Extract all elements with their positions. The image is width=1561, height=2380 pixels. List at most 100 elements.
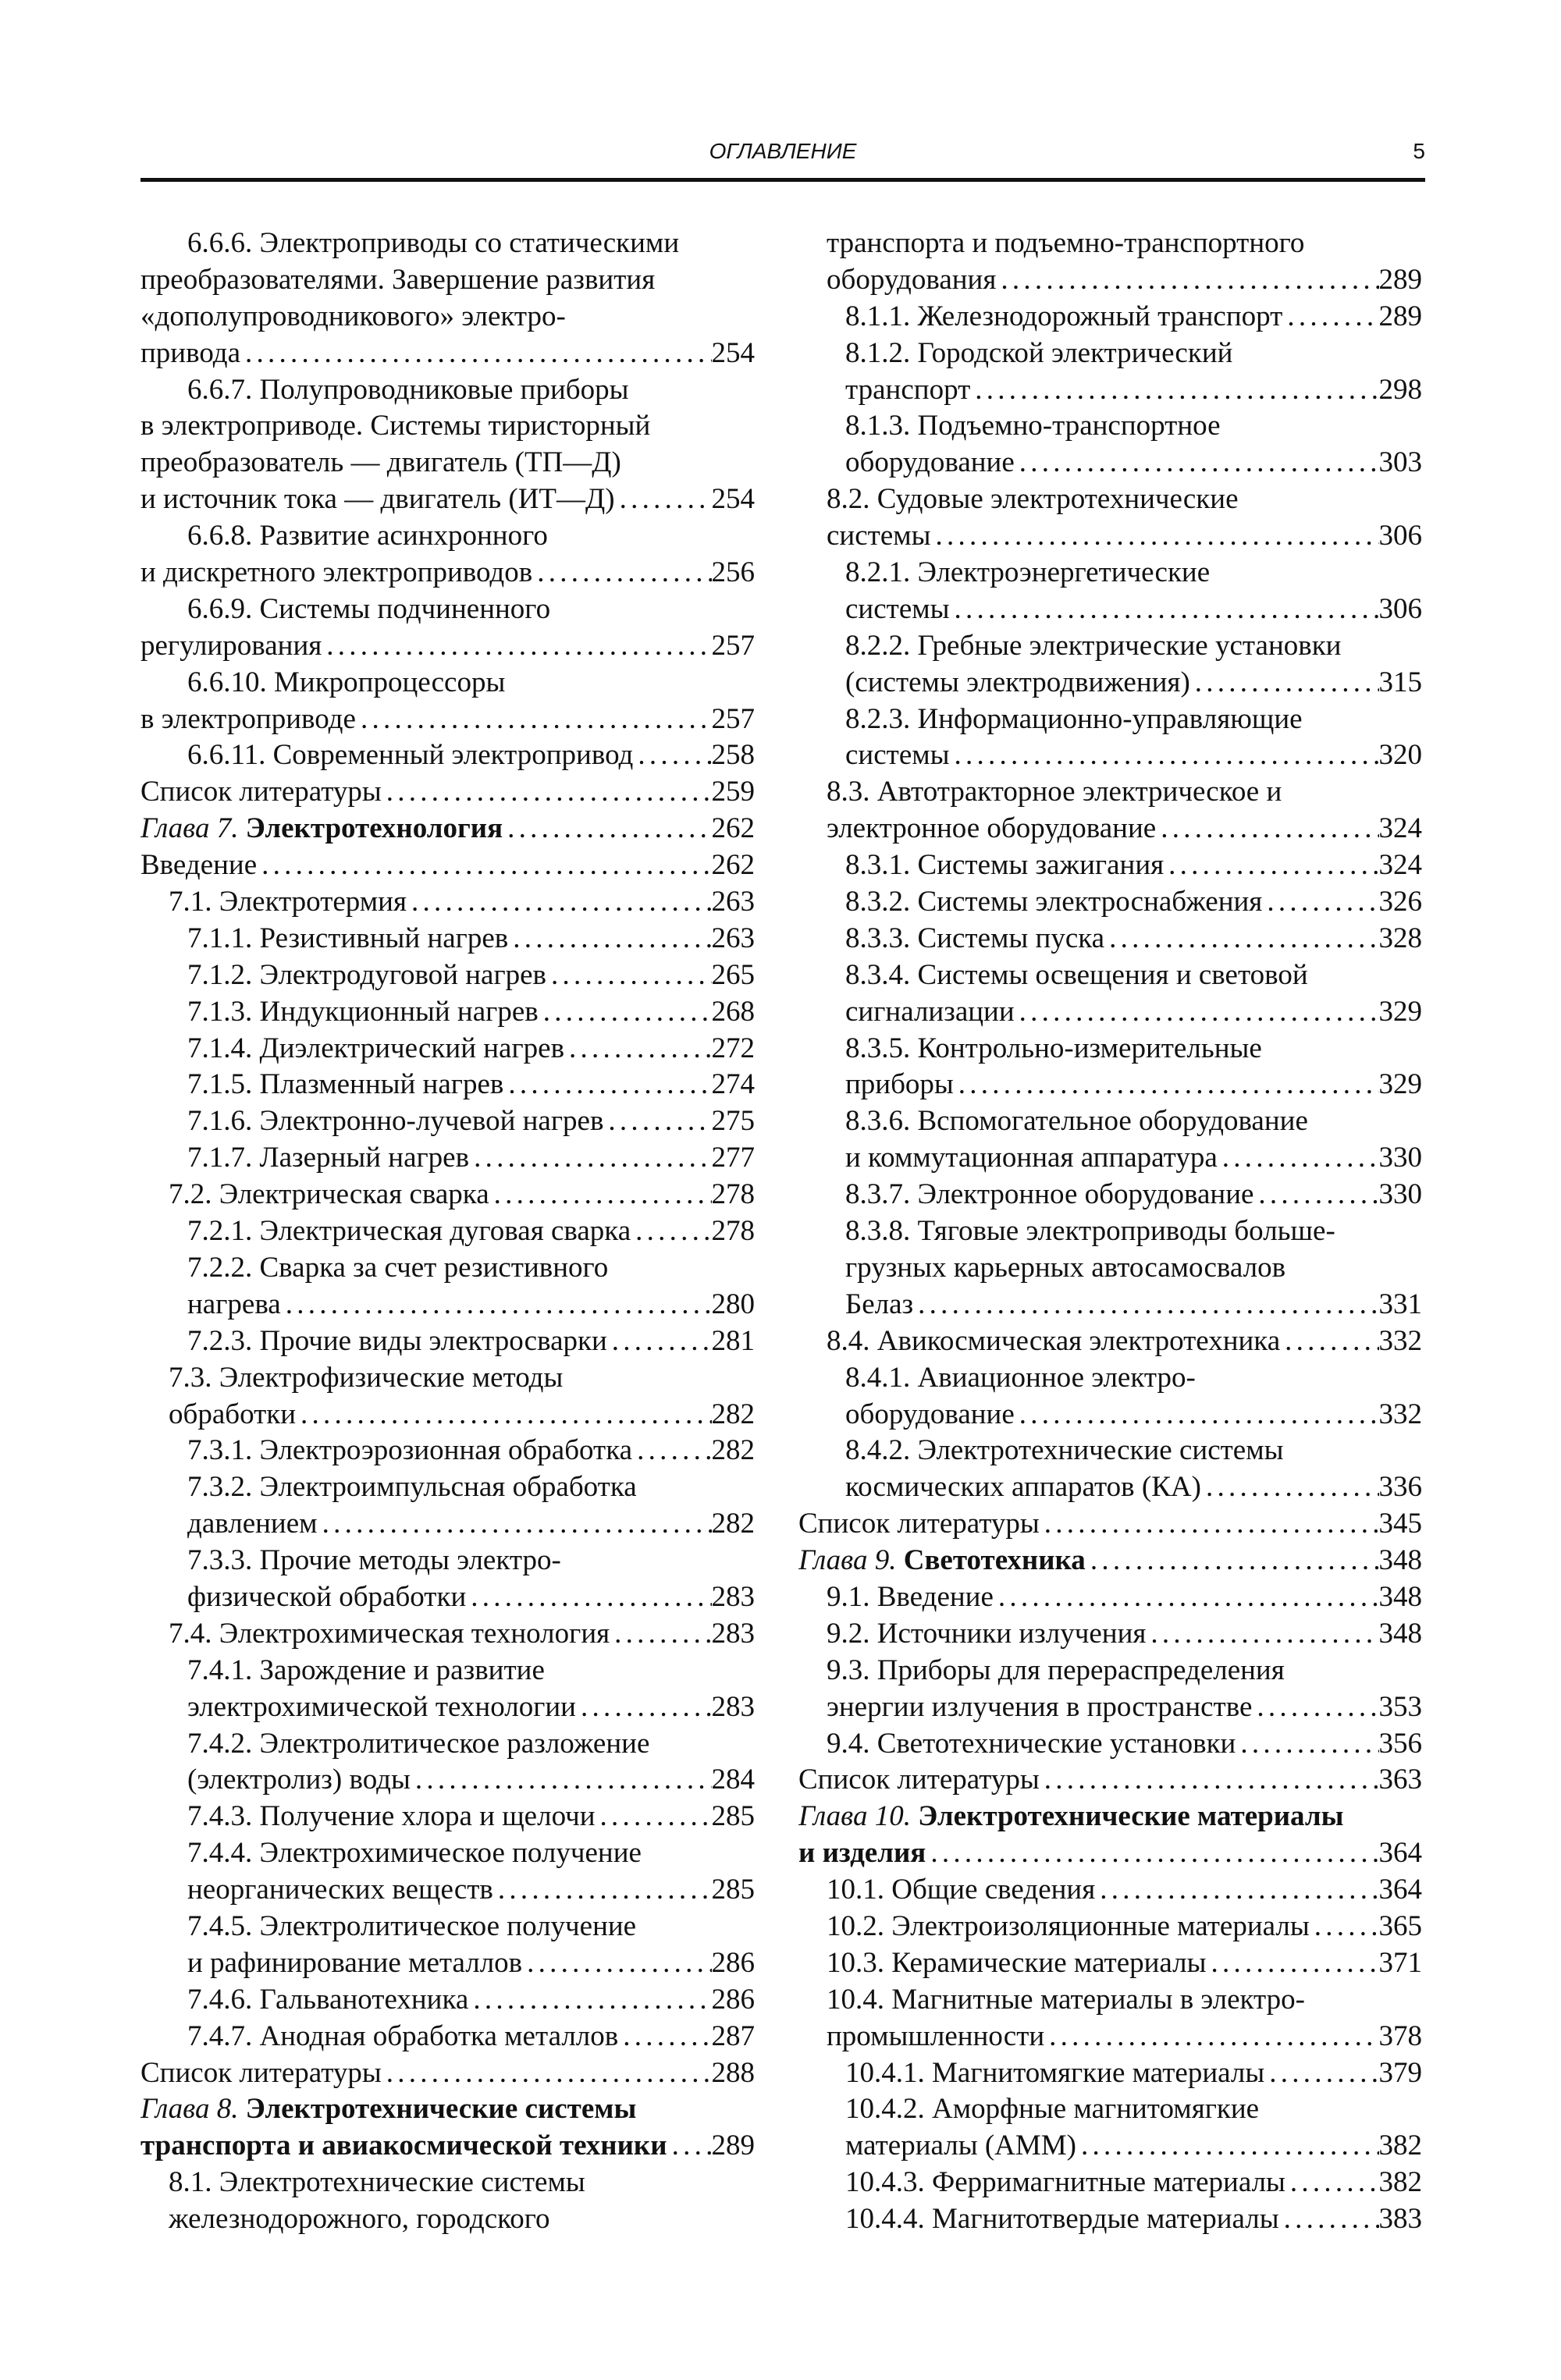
entry-title: 7.1.5. Плазменный нагрев: [187, 1068, 504, 1101]
entry-title: 8.2.2. Гребные электрические установки: [845, 629, 1342, 662]
entry-page-number: 283: [711, 1690, 756, 1723]
entry-title: 7.4.5. Электролитическое получение: [187, 1909, 637, 1942]
entry-page-number: 284: [711, 1764, 756, 1796]
dot-leader: [996, 262, 1378, 299]
dot-leader: [994, 1579, 1379, 1616]
toc-entry: 7.4.6. Гальванотехника 286: [140, 1982, 755, 2019]
entry-page-number: 320: [1378, 739, 1423, 772]
dot-leader: [1104, 921, 1378, 957]
toc-entry: 7.1.4. Диэлектрический нагрев 272: [140, 1031, 755, 1067]
toc-line: 8.3. Автотракторное электрическое и: [798, 774, 1422, 811]
entry-title: 8.3.6. Вспомогательное оборудование: [845, 1105, 1308, 1138]
toc-line: транспорта и авиакосмической техники 289: [140, 2128, 755, 2165]
entry-page-number: 363: [1378, 1764, 1423, 1796]
entry-title: в электроприводе. Системы тиристорный: [140, 410, 651, 442]
toc-line: 10.4. Магнитные материалы в электро-: [798, 1982, 1422, 2019]
toc-line: транспорта и подъемно-транспортного: [798, 226, 1422, 262]
toc-line: 7.2.2. Сварка за счет резистивного: [140, 1250, 755, 1287]
toc-line: 6.6.11. Современный электропривод 258: [140, 737, 755, 774]
entry-title: 7.3.1. Электроэрозионная обработка: [187, 1434, 633, 1467]
toc-line: 6.6.9. Системы подчиненного: [140, 591, 755, 628]
entry-title: 8.3.5. Контрольно-измерительные: [845, 1032, 1262, 1064]
toc-entry: 8.3.3. Системы пуска 328: [798, 921, 1422, 957]
entry-title: 6.6.6. Электроприводы со статическими: [187, 227, 680, 259]
dot-leader: [1280, 1323, 1378, 1360]
toc-line: 8.3.7. Электронное оборудование 330: [798, 1177, 1422, 1213]
entry-title: 8.3.3. Системы пуска: [845, 922, 1105, 954]
toc-line: Глава 10. Электротехнические материалы: [798, 1799, 1422, 1835]
entry-title: привода: [140, 336, 241, 369]
toc-line: в электроприводе 257: [140, 702, 755, 738]
entry-title: 8.3.2. Системы электроснабжения: [845, 886, 1263, 918]
entry-title: 6.6.10. Микропроцессоры: [187, 666, 506, 698]
entry-title: 9.2. Источники излучения: [827, 1617, 1147, 1650]
toc-line: 7.1.1. Резистивный нагрев 263: [140, 921, 755, 957]
toc-entry: 10.4.4. Магнитотвердые материалы 383: [798, 2201, 1422, 2238]
toc-line: Введение 262: [140, 847, 755, 884]
toc-entry: 7.4.2. Электролитическое разложение (элек…: [140, 1726, 755, 1799]
toc-line: 8.1.1. Железнодорожный транспорт 289: [798, 299, 1422, 336]
toc-entry: Список литературы 363: [798, 1762, 1422, 1799]
toc-entry: 7.2. Электрическая сварка 278: [140, 1177, 755, 1213]
toc-column-left: 6.6.6. Электроприводы со статическими пре…: [140, 226, 755, 2238]
entry-title: 9.1. Введение: [827, 1580, 994, 1613]
entry-title: железнодорожного, городского: [169, 2203, 550, 2236]
entry-title: 7.1.2. Электродуговой нагрев: [187, 958, 547, 991]
entry-page-number: 278: [711, 1215, 756, 1248]
dot-leader: [508, 921, 711, 957]
toc-entry: 6.6.9. Системы подчиненного регулирования…: [140, 591, 755, 665]
entry-page-number: 345: [1378, 1508, 1423, 1540]
entry-title: 8.3.1. Системы зажигания: [845, 849, 1165, 882]
dot-leader: [615, 481, 712, 518]
toc-line: 10.4.4. Магнитотвердые материалы 383: [798, 2201, 1422, 2238]
toc-line: 10.4.1. Магнитомягкие материалы 379: [798, 2055, 1422, 2092]
toc-line: системы 306: [798, 518, 1422, 555]
entry-title: 7.3. Электрофизические методы: [169, 1361, 564, 1394]
entry-title: «дополупроводникового» электро-: [140, 300, 566, 332]
entry-page-number: 356: [1378, 1727, 1423, 1760]
toc-line: 8.3.5. Контрольно-измерительные: [798, 1031, 1422, 1067]
entry-title: 10.2. Электроизоляционные материалы: [827, 1909, 1310, 1942]
entry-title: оборудование: [845, 446, 1015, 479]
dot-leader: [970, 372, 1378, 409]
entry-page-number: 262: [711, 812, 756, 845]
chapter-title: Электротехнология: [245, 812, 503, 845]
dot-leader: [1218, 1140, 1379, 1177]
entry-title: 10.4.4. Магнитотвердые материалы: [845, 2203, 1279, 2236]
dot-leader: [1279, 2201, 1379, 2238]
dot-leader: [1076, 2128, 1379, 2165]
toc-line: Список литературы 259: [140, 774, 755, 811]
entry-title: 8.3.7. Электронное оборудование: [845, 1178, 1254, 1211]
toc-line: 8.1. Электротехнические системы: [140, 2165, 755, 2201]
toc-entry: 9.3. Приборы для перераспределения энерги…: [798, 1653, 1422, 1726]
entry-title: энергии излучения в пространстве: [827, 1690, 1253, 1723]
toc-line: 7.4. Электрохимическая технология 283: [140, 1616, 755, 1653]
toc-line: 7.1.4. Диэлектрический нагрев 272: [140, 1031, 755, 1067]
toc-line: 10.1. Общие сведения 364: [798, 1872, 1422, 1909]
toc-entry: 6.6.11. Современный электропривод 258: [140, 737, 755, 774]
entry-title: 7.4.3. Получение хлора и щелочи: [187, 1800, 596, 1833]
toc-entry: 7.3.2. Электроимпульсная обработка давлен…: [140, 1469, 755, 1543]
entry-title: и рафинирование металлов: [187, 1946, 523, 1979]
entry-title: 8.2. Судовые электротехнические: [827, 483, 1239, 516]
entry-page-number: 364: [1378, 1837, 1423, 1870]
entry-title: и источник тока — двигатель (ИТ—Д): [140, 483, 615, 516]
toc-entry: 7.1.5. Плазменный нагрев 274: [140, 1067, 755, 1103]
toc-line: 7.2.3. Прочие виды электросварки 281: [140, 1323, 755, 1360]
dot-leader: [466, 1579, 711, 1616]
toc-line: 7.3.3. Прочие методы электро-: [140, 1543, 755, 1579]
toc-entry: 8.1.2. Городской электрический транспорт 2…: [798, 336, 1422, 409]
toc-entry: 7.1.7. Лазерный нагрев 277: [140, 1140, 755, 1177]
toc-line: 7.1.5. Плазменный нагрев 274: [140, 1067, 755, 1103]
entry-title: системы: [845, 592, 950, 625]
entry-title: преобразователями. Завершение развития: [140, 263, 656, 296]
entry-page-number: 364: [1378, 1874, 1423, 1906]
toc-line: 9.4. Светотехнические установки 356: [798, 1726, 1422, 1763]
entry-title: Список литературы: [798, 1508, 1040, 1540]
toc-line: 8.3.8. Тяговые электроприводы больше-: [798, 1213, 1422, 1250]
chapter-label: Глава 9.: [798, 1544, 897, 1577]
dot-leader: [667, 2128, 712, 2165]
toc-entry: 8.2.3. Информационно-управляющие системы 3…: [798, 702, 1422, 775]
toc-entry: 10.4.3. Ферримагнитные материалы 382: [798, 2165, 1422, 2201]
toc-line: 8.2.3. Информационно-управляющие: [798, 702, 1422, 738]
